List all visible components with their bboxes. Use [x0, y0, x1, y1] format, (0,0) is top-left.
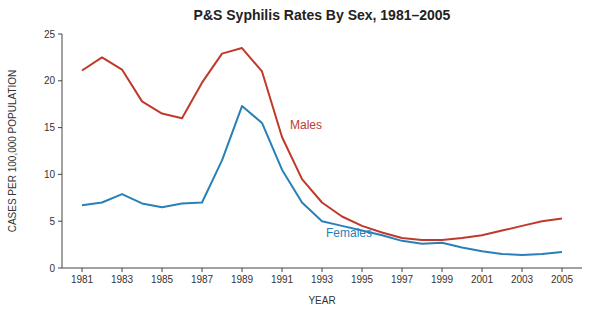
y-tick-label: 0 — [49, 263, 55, 274]
x-tick — [122, 268, 123, 272]
y-tick-label: 20 — [44, 75, 56, 86]
chart: P&S Syphilis Rates By Sex, 1981–2005 1981… — [0, 0, 600, 314]
y-axis-line — [62, 34, 63, 268]
x-tick — [482, 268, 483, 272]
y-tick — [58, 127, 62, 128]
y-tick — [58, 174, 62, 175]
y-tick-label: 25 — [44, 29, 56, 40]
x-tick — [162, 268, 163, 272]
x-tick-label: 1987 — [191, 274, 214, 285]
x-tick-label: 1997 — [391, 274, 414, 285]
x-tick-label: 1985 — [151, 274, 174, 285]
x-tick-label: 1983 — [111, 274, 134, 285]
x-tick-label: 1999 — [431, 274, 454, 285]
series-line — [82, 106, 562, 255]
x-tick-label: 2001 — [471, 274, 494, 285]
x-tick-label: 1989 — [231, 274, 254, 285]
x-tick — [442, 268, 443, 272]
series-line — [82, 48, 562, 240]
x-tick — [202, 268, 203, 272]
x-tick-label: 1991 — [271, 274, 294, 285]
series-label: Males — [290, 118, 322, 132]
x-tick — [242, 268, 243, 272]
y-tick — [58, 268, 62, 269]
y-tick — [58, 80, 62, 81]
series-label: Females — [326, 226, 372, 240]
x-axis-label: YEAR — [308, 295, 335, 306]
title: P&S Syphilis Rates By Sex, 1981–2005 — [194, 7, 451, 23]
x-tick — [562, 268, 563, 272]
y-tick — [58, 34, 62, 35]
x-tick — [402, 268, 403, 272]
plot-lines — [82, 48, 562, 255]
y-tick-label: 5 — [49, 216, 55, 227]
x-tick-label: 1981 — [71, 274, 94, 285]
y-tick — [58, 221, 62, 222]
x-tick — [82, 268, 83, 272]
x-tick — [282, 268, 283, 272]
x-tick-label: 1995 — [351, 274, 374, 285]
x-tick — [522, 268, 523, 272]
x-tick-label: 2005 — [551, 274, 574, 285]
x-tick-label: 1993 — [311, 274, 334, 285]
x-tick — [322, 268, 323, 272]
y-tick-label: 15 — [44, 122, 56, 133]
x-tick-label: 2003 — [511, 274, 534, 285]
y-tick-label: 10 — [44, 169, 56, 180]
y-axis-label: CASES PER 100,000 POPULATION — [7, 70, 18, 233]
x-tick — [362, 268, 363, 272]
